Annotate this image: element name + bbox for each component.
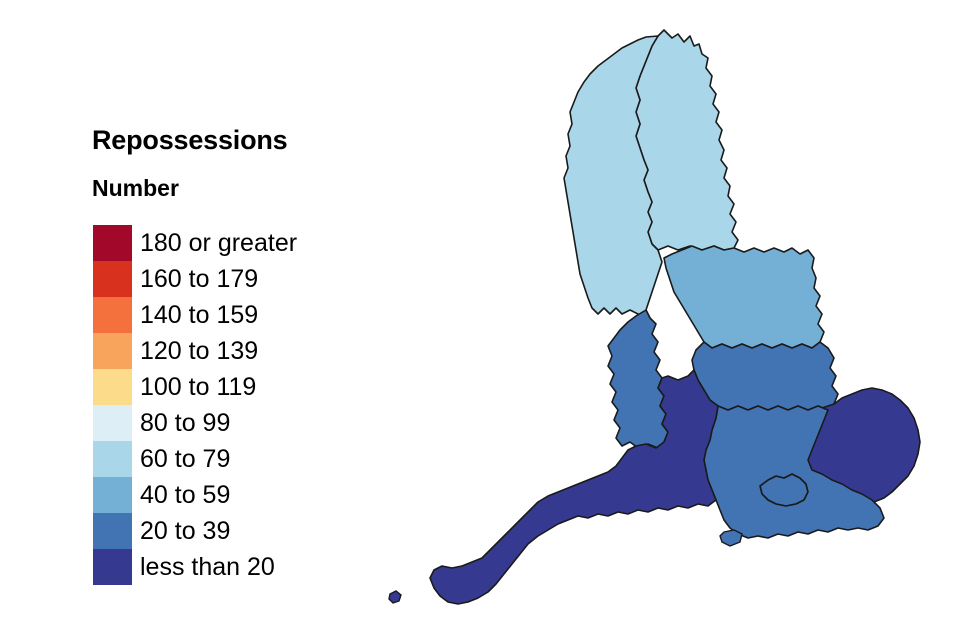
legend-label: 140 to 159 [140, 301, 259, 329]
legend-item: 120 to 139 [93, 333, 413, 369]
region-yorkshire-and-the-humber[interactable] [664, 246, 824, 348]
legend-swatch [93, 297, 132, 333]
legend-label: less than 20 [140, 553, 275, 581]
legend-title: Repossessions [92, 125, 288, 155]
legend-label: 100 to 119 [140, 373, 257, 401]
legend-swatch [93, 477, 132, 513]
legend-swatch [93, 333, 132, 369]
legend-swatch [93, 549, 132, 585]
islet-isles-of-scilly[interactable] [388, 590, 402, 604]
legend-swatch [93, 225, 132, 261]
legend-item: 40 to 59 [93, 477, 413, 513]
legend-swatch [93, 369, 132, 405]
legend-label: 20 to 39 [140, 517, 231, 545]
legend-item: 80 to 99 [93, 405, 413, 441]
legend-label: 120 to 139 [140, 337, 259, 365]
legend-item: 160 to 179 [93, 261, 413, 297]
legend-item: 60 to 79 [93, 441, 413, 477]
map-svg [388, 18, 960, 636]
legend-label: 40 to 59 [140, 481, 231, 509]
legend-swatch [93, 261, 132, 297]
islet-isle-of-wight[interactable] [719, 529, 743, 547]
legend-label: 160 to 179 [140, 265, 259, 293]
legend-subtitle: Number [92, 175, 179, 202]
legend-label: 80 to 99 [140, 409, 231, 437]
legend-scale: 180 or greater 160 to 179 140 to 159 120… [93, 225, 413, 585]
region-east-midlands[interactable] [692, 342, 838, 410]
legend-item: less than 20 [93, 549, 413, 585]
region-south-west[interactable] [430, 370, 718, 604]
legend-item: 140 to 159 [93, 297, 413, 333]
region-north-west[interactable] [564, 36, 662, 322]
legend-swatch [93, 441, 132, 477]
region-west-midlands[interactable] [608, 310, 668, 448]
legend-item: 100 to 119 [93, 369, 413, 405]
legend-label: 180 or greater [140, 229, 298, 257]
legend-item: 20 to 39 [93, 513, 413, 549]
legend-item: 180 or greater [93, 225, 413, 261]
choropleth-map [372, 18, 960, 636]
legend-label: 60 to 79 [140, 445, 231, 473]
legend-swatch [93, 405, 132, 441]
legend-swatch [93, 513, 132, 549]
legend-panel: Repossessions Number 180 or greater 160 … [92, 125, 412, 585]
region-north-east[interactable] [636, 30, 738, 250]
